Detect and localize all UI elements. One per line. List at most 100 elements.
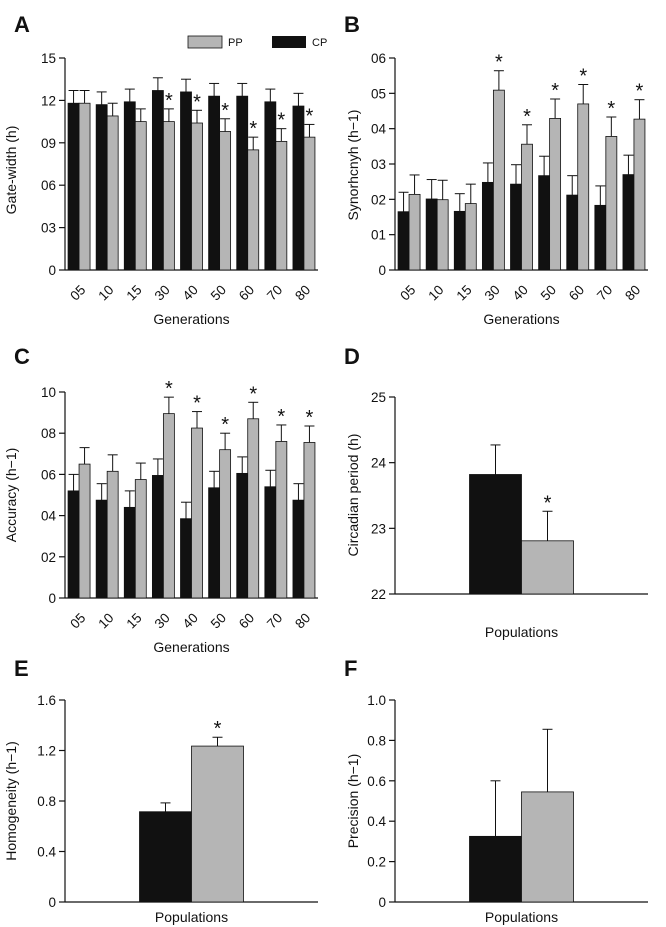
panel-c-y-tick-label: 04: [41, 509, 57, 524]
panel-b-bar-cp-80: [622, 174, 635, 271]
panel-b-bar-cp-60: [566, 194, 579, 271]
panel-c-bar-pp-50: [219, 449, 232, 599]
panel-a-bar-cp-50: [208, 95, 221, 271]
panel-a-bar-pp-80: [303, 136, 316, 271]
panel-a-significance-star: *: [306, 105, 314, 127]
panel-a-y-axis-label: Gate-width (h): [3, 126, 19, 215]
panel-e-y-tick-label: 0: [48, 895, 56, 910]
panel-b-bar-pp-40: [521, 143, 533, 271]
panel-e-y-tick-label: 0.4: [37, 845, 56, 860]
panel-a-y-tick-label: 06: [41, 178, 56, 193]
panel-b-x-tick-label: 50: [538, 282, 559, 303]
panel-b-letter: B: [344, 12, 360, 37]
panel-a-bar-pp-10: [106, 115, 119, 271]
panel-b-x-axis-label: Generations: [483, 311, 559, 327]
panel-c-x-tick-label: 10: [95, 610, 116, 631]
panel-b-y-tick-label: 0: [378, 263, 386, 278]
panel-c-bar-pp-40: [191, 427, 203, 599]
panel-a-x-tick-label: 60: [236, 282, 257, 303]
panel-c-significance-star: *: [249, 383, 257, 405]
panel-b-y-tick-label: 05: [371, 86, 386, 101]
panel-c-bar-cp-50: [208, 487, 221, 599]
panel-a-significance-star: *: [165, 90, 173, 112]
panel-b-significance-star: *: [523, 106, 531, 128]
panel-a-bar-pp-40: [191, 122, 203, 271]
panel-e-x-axis-label: Populations: [155, 909, 228, 925]
panel-b-bar-pp-80: [633, 118, 646, 271]
panel-c-significance-star: *: [277, 406, 285, 428]
panel-b-bar-pp-50: [549, 118, 562, 271]
panel-a-significance-star: *: [221, 100, 229, 122]
panel-a-y-tick-label: 03: [41, 221, 56, 236]
panel-b-x-tick-label: 30: [482, 282, 503, 303]
panel-f-y-tick-label: 0.2: [367, 855, 386, 870]
panel-a-y-tick-label: 09: [41, 136, 56, 151]
panel-b-bar-cp-50: [538, 175, 551, 271]
panel-c-x-axis-label: Generations: [153, 639, 229, 655]
panel-c-bar-pp-80: [303, 442, 316, 599]
panel-c-bar-pp-10: [106, 470, 119, 599]
panel-c-bar-cp-10: [95, 499, 108, 599]
panel-a-x-tick-label: 50: [208, 282, 229, 303]
panel-b-significance-star: *: [579, 66, 587, 88]
panel-a-bar-cp-05: [67, 102, 80, 271]
panel-f-bar-pp: [521, 791, 574, 903]
panel-f-y-axis-label: Precision (h−1): [345, 754, 361, 849]
panel-b-bar-cp-40: [510, 183, 522, 271]
panel-c-x-tick-label: 05: [67, 610, 88, 631]
panel-d: D 22 23 24 25 Circadian period (h) * Population…: [344, 344, 648, 640]
panel-e-y-tick-label: 1.6: [37, 693, 56, 708]
panel-d-bar-cp: [469, 474, 522, 595]
panel-a-bar-pp-15: [134, 121, 147, 271]
panel-a-bar-cp-80: [292, 105, 305, 271]
panel-c-x-tick-label: 30: [152, 610, 173, 631]
panel-a-significance-star: *: [277, 110, 285, 132]
panel-a-x-tick-label: 05: [67, 282, 88, 303]
panel-b-bar-pp-15: [464, 203, 477, 271]
panel-c-bar-pp-15: [134, 479, 147, 599]
legend: PP CP: [187, 35, 327, 49]
panel-b-bar-cp-10: [425, 198, 438, 271]
panel-b-x-tick-label: 15: [453, 282, 474, 303]
panel-a-letter: A: [14, 12, 30, 37]
panel-a-x-tick-label: 70: [264, 282, 285, 303]
panel-b-y-tick-label: 03: [371, 157, 386, 172]
panel-c-y-tick-label: 10: [41, 385, 56, 400]
legend-swatch-pp: [187, 35, 223, 49]
panel-a-y-tick-label: 0: [48, 263, 56, 278]
panel-b-bar-cp-30: [481, 181, 494, 271]
panel-e-y-tick-label: 0.8: [37, 794, 56, 809]
panel-a-bar-cp-30: [151, 90, 164, 271]
panel-c-letter: C: [14, 344, 30, 369]
panel-d-bar-pp: [521, 540, 574, 595]
panel-b-y-tick-label: 06: [371, 51, 386, 66]
panel-d-significance-star: *: [544, 492, 552, 514]
legend-swatch-cp: [272, 36, 306, 48]
panel-a-bar-pp-60: [247, 149, 260, 271]
panel-d-y-tick-label: 25: [371, 390, 386, 405]
panel-c-bar-cp-70: [264, 486, 277, 599]
panel-a-bar-pp-70: [275, 140, 288, 271]
panel-c-bar-pp-05: [78, 463, 91, 599]
panel-d-y-tick-label: 24: [371, 456, 387, 471]
panel-d-y-tick-label: 22: [371, 587, 386, 602]
panel-f-y-tick-label: 0: [378, 895, 386, 910]
panel-b-bar-cp-05: [397, 211, 410, 271]
panel-e-letter: E: [14, 656, 29, 681]
panel-c-significance-star: *: [306, 407, 314, 429]
panel-c-significance-star: *: [165, 378, 173, 400]
panel-c-significance-star: *: [221, 414, 229, 436]
panel-c-significance-star: *: [193, 393, 201, 415]
panel-f: F 0 0.2 0.4 0.6 0.8 1.0 Precision (h−1) Populati…: [344, 656, 648, 925]
panels: A 0 03 06 09 12 15 Gate-width (h) 05 10 15 * 30 * 40 * 5…: [3, 12, 648, 925]
panel-c-bar-cp-30: [151, 475, 164, 599]
panel-b-x-tick-label: 40: [510, 282, 531, 303]
panel-c-y-tick-label: 02: [41, 550, 56, 565]
panel-a-y-tick-label: 15: [41, 51, 56, 66]
panel-c-bar-cp-60: [236, 472, 249, 599]
panel-b-bar-pp-70: [605, 136, 618, 271]
panel-c-bar-cp-05: [67, 490, 80, 599]
panel-b-x-tick-label: 10: [425, 282, 446, 303]
panel-c-x-tick-label: 60: [236, 610, 257, 631]
